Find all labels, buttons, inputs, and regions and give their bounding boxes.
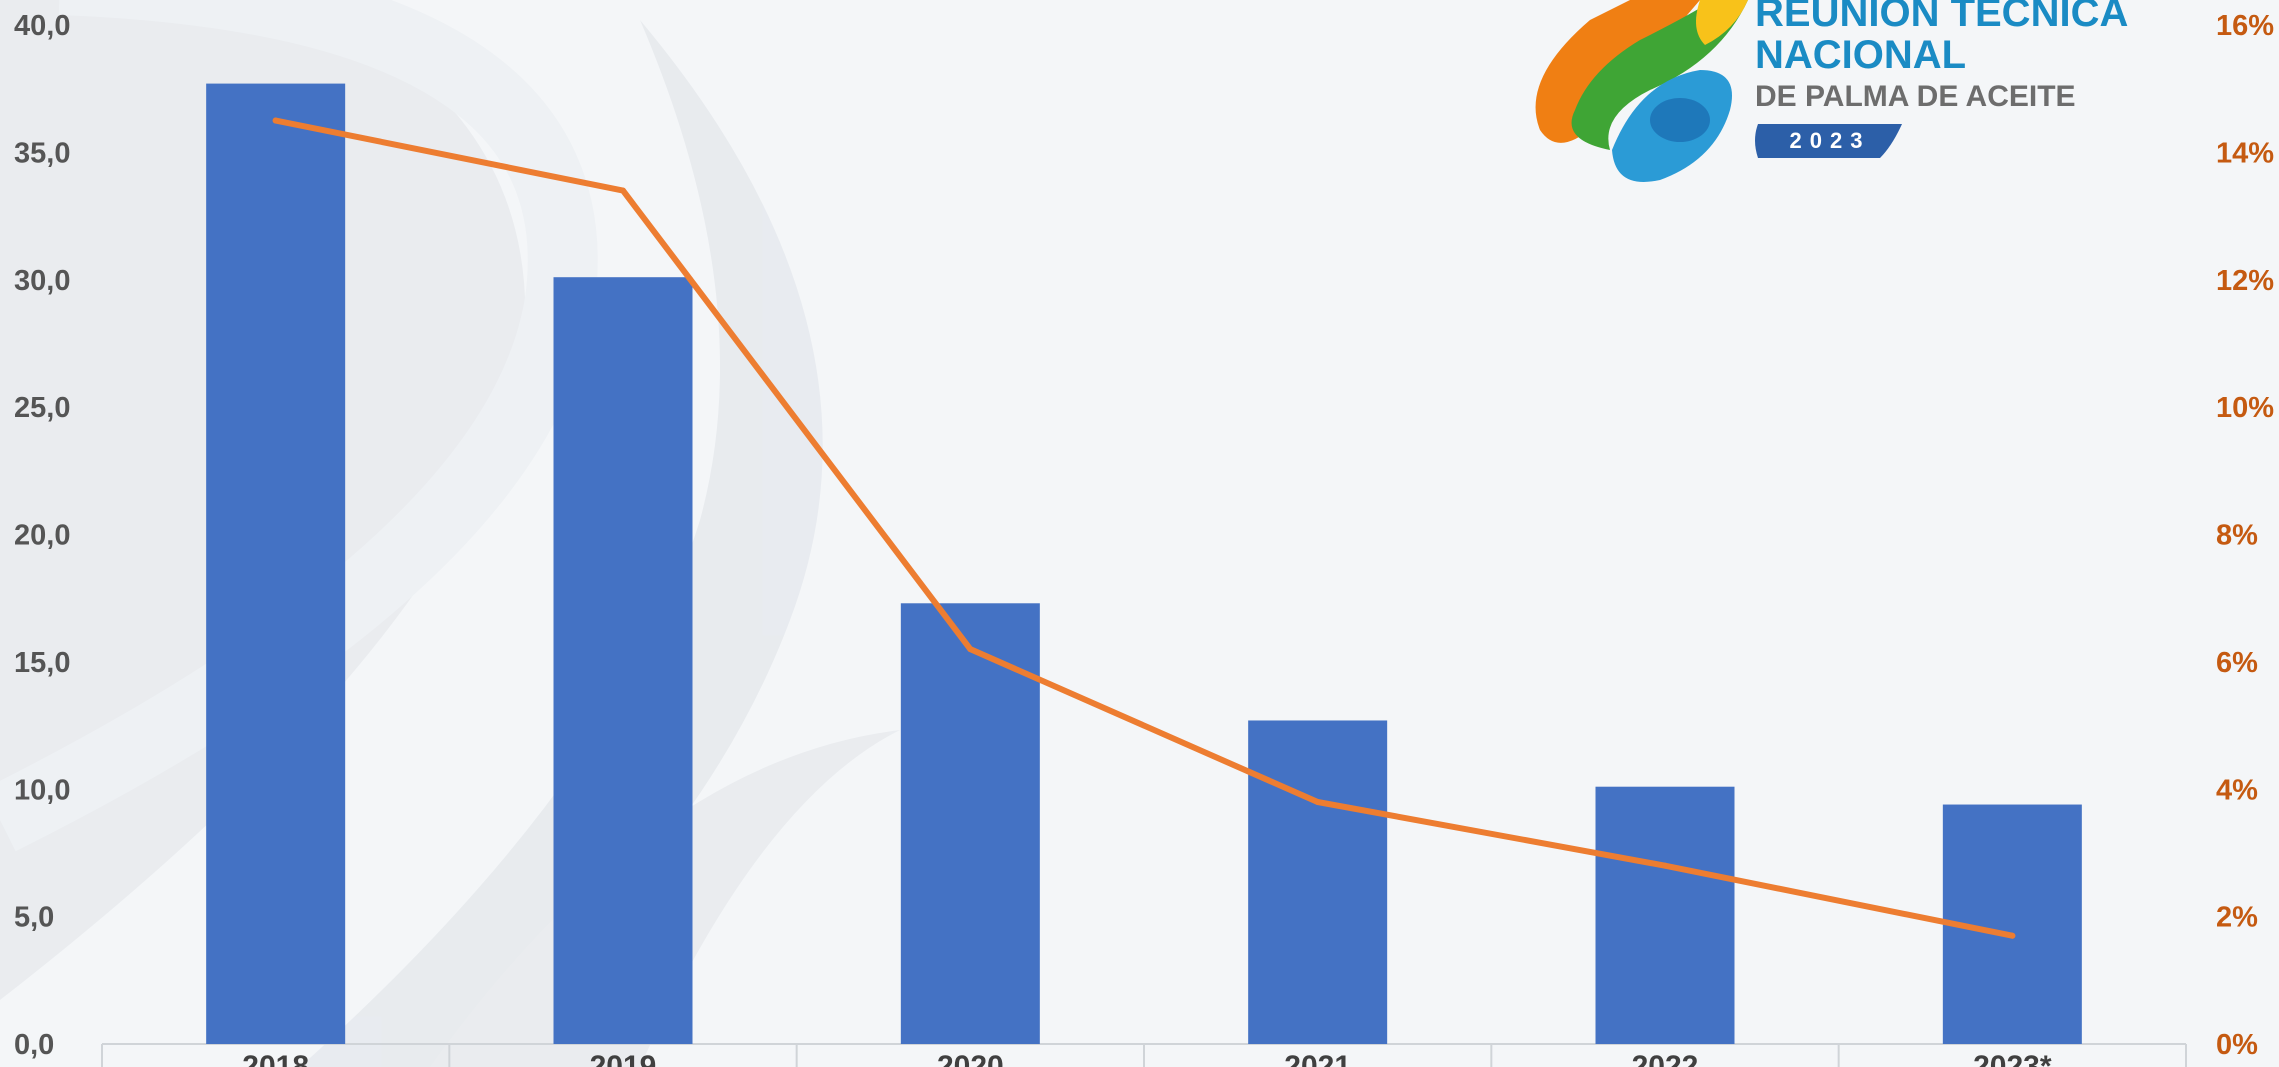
line-point (967, 646, 974, 653)
logo-emblem (1535, 0, 1748, 182)
x-axis (101, 1043, 2187, 1067)
line-point (1662, 862, 1668, 869)
category-label: 2021 (1284, 1050, 1351, 1067)
right-tick-label: 0% (2216, 1029, 2258, 1061)
bar (900, 603, 1040, 1044)
left-tick-label: 35,0 (14, 137, 70, 169)
right-tick-label: 4% (2216, 774, 2258, 806)
event-logo: REUNIÓN TÉCNICA NACIONAL DE PALMA DE ACE… (1535, 0, 2128, 182)
bar (1595, 786, 1735, 1044)
category-label: 2022 (1632, 1050, 1699, 1067)
category-label: 2018 (242, 1050, 309, 1067)
line-point (272, 117, 279, 124)
background-swirls (0, 0, 900, 1067)
category-label: 2023* (1973, 1050, 2052, 1067)
right-tick-label: 14% (2216, 137, 2274, 169)
right-tick-label: 8% (2216, 520, 2258, 552)
left-tick-label: 0,0 (14, 1029, 54, 1061)
bar (206, 83, 346, 1044)
right-tick-label: 10% (2216, 392, 2274, 424)
left-tick-label: 5,0 (14, 902, 54, 934)
line-point (1314, 798, 1321, 805)
right-axis-ticks: 0% 2% 4% 6% 8% 10% 12% 14% 16% (2216, 10, 2274, 1061)
right-tick-label: 2% (2216, 902, 2258, 934)
bar (553, 277, 693, 1044)
left-axis-ticks: 0,0 5,0 10,0 15,0 20,0 25,0 30,0 35,0 40,0 (14, 10, 70, 1061)
category-labels: 2018 2019 2020 2021 2022 2023* (242, 1050, 2052, 1067)
left-tick-label: 15,0 (14, 647, 70, 679)
logo-year: 2023 (1790, 128, 1871, 153)
line-point (2009, 932, 2016, 939)
left-tick-label: 25,0 (14, 392, 70, 424)
right-tick-label: 6% (2216, 647, 2258, 679)
line-point (620, 187, 626, 194)
left-tick-label: 10,0 (14, 774, 70, 806)
right-tick-label: 16% (2216, 10, 2274, 42)
left-tick-label: 40,0 (14, 10, 70, 42)
category-label: 2020 (937, 1050, 1004, 1067)
line-path (272, 117, 2016, 939)
left-tick-label: 20,0 (14, 520, 70, 552)
bar (1248, 720, 1388, 1044)
right-tick-label: 12% (2216, 265, 2274, 297)
logo-line2: NACIONAL (1755, 33, 1966, 77)
logo-line3: DE PALMA DE ACEITE (1755, 80, 2076, 113)
logo-year-ribbon (1755, 124, 1902, 158)
left-tick-label: 30,0 (14, 265, 70, 297)
category-label: 2019 (590, 1050, 657, 1067)
line-series (272, 117, 2016, 939)
logo-line1: REUNIÓN TÉCNICA (1755, 0, 2128, 35)
